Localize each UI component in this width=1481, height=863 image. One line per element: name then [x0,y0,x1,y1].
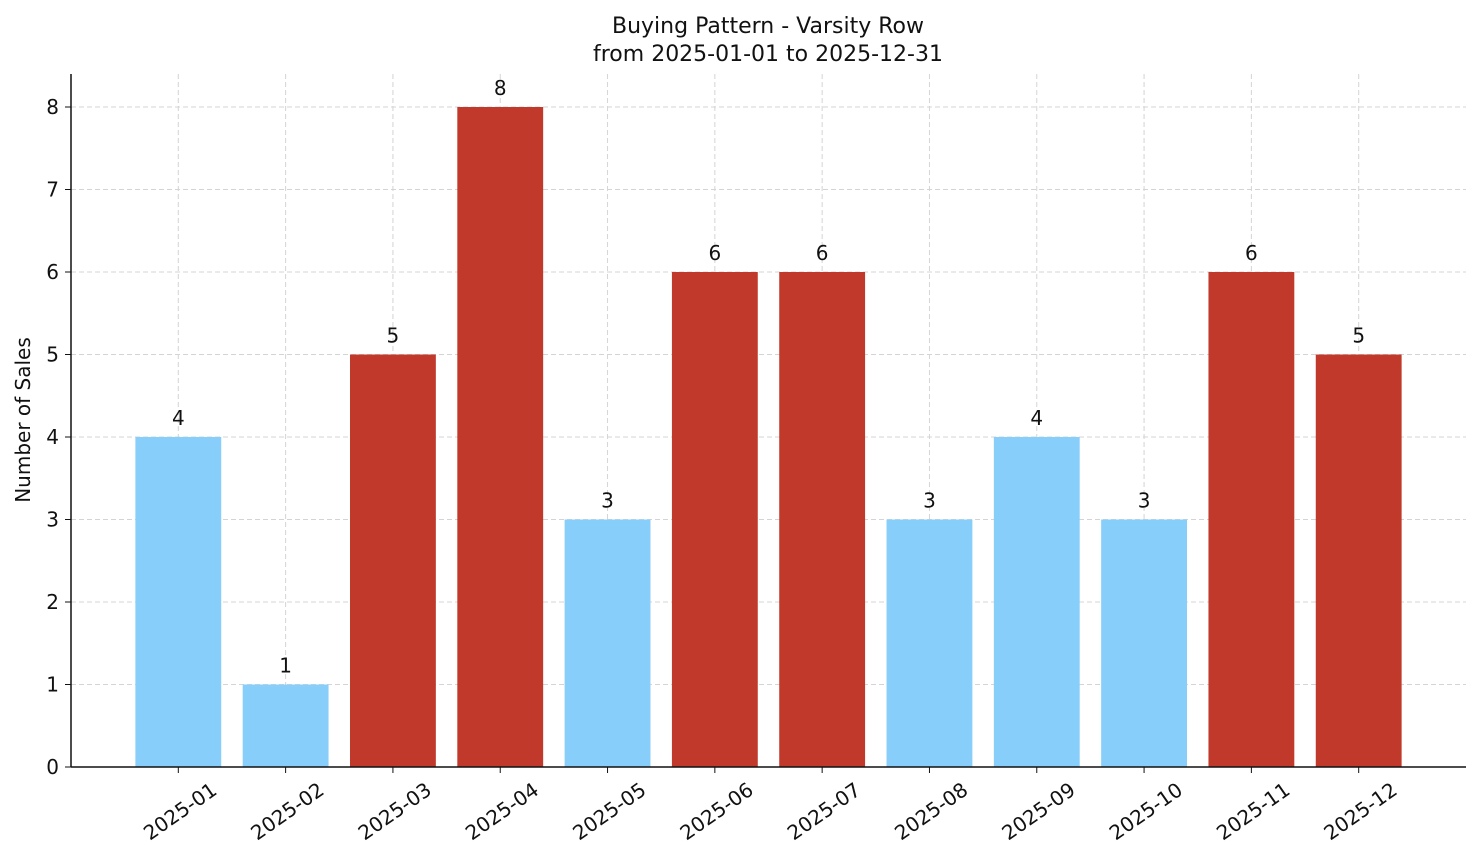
bar [135,437,222,767]
value-label: 6 [1245,241,1258,265]
value-label: 3 [923,489,936,513]
x-tick-label: 2025-10 [1105,777,1187,845]
bar [1208,272,1295,767]
x-tick-label: 2025-05 [568,777,650,845]
x-tick-label: 2025-11 [1212,777,1294,845]
bar [779,272,866,767]
bar [1101,519,1187,767]
x-tick-label: 2025-07 [783,777,865,845]
x-tick-label: 2025-08 [890,777,972,845]
bar [993,437,1080,767]
value-label: 3 [601,489,614,513]
value-label: 6 [708,241,721,265]
x-tick-label: 2025-01 [139,777,221,845]
y-tick-label: 5 [46,343,59,367]
x-tick-label: 2025-09 [997,777,1079,845]
y-tick-label: 4 [46,425,59,449]
y-tick-label: 3 [46,508,59,532]
x-tick-label: 2025-03 [354,777,436,845]
value-label: 6 [816,241,829,265]
chart-subtitle: from 2025-01-01 to 2025-12-31 [593,42,943,67]
value-label: 8 [494,76,507,100]
value-label: 5 [1352,324,1365,348]
bar [671,272,758,767]
value-label: 3 [1138,489,1151,513]
value-label: 4 [1030,406,1043,430]
y-tick-label: 6 [46,260,59,284]
bar [242,684,329,767]
y-tick-label: 2 [46,590,59,614]
chart-title: Buying Pattern - Varsity Row [612,14,924,39]
y-tick-label: 8 [46,95,59,119]
bar [564,519,651,767]
y-axis-label: Number of Sales [11,337,35,503]
bar [457,107,544,767]
bar [886,519,973,767]
y-tick-label: 7 [46,178,59,202]
y-tick-label: 0 [46,755,59,779]
value-label: 1 [279,654,292,678]
x-tick-label: 2025-06 [675,777,757,845]
value-label: 5 [387,324,400,348]
bar [1315,354,1402,767]
value-label: 4 [172,406,185,430]
x-tick-label: 2025-02 [246,777,328,845]
y-tick-label: 1 [46,673,59,697]
bar [350,354,436,767]
x-tick-label: 2025-04 [461,777,543,845]
x-tick-label: 2025-12 [1319,777,1401,845]
